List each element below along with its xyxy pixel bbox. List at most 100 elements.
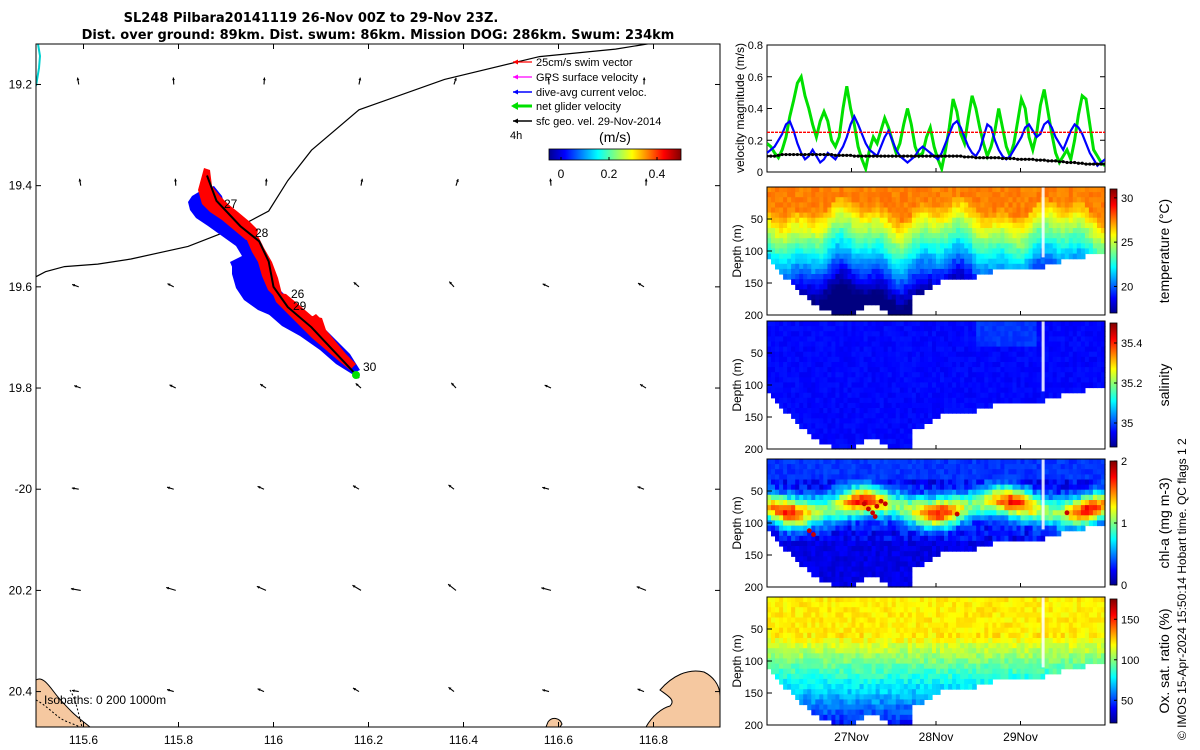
section-cell: [811, 387, 816, 394]
velocity-geo-point: [852, 154, 856, 158]
section-cell: [940, 222, 945, 229]
section-cell: [964, 321, 969, 327]
velocity-series-line: [767, 72, 1105, 172]
section-cell: [1072, 187, 1078, 193]
section-cell: [956, 248, 961, 255]
section-cell: [895, 413, 901, 419]
section-cell: [831, 581, 836, 588]
section-cell: [863, 192, 869, 198]
section-cell: [903, 331, 909, 337]
section-cell: [863, 289, 869, 296]
section-cell: [1097, 341, 1102, 348]
section-cell: [948, 510, 953, 516]
section-cell: [968, 489, 973, 496]
section-cell: [835, 500, 840, 506]
section-cell: [1060, 238, 1066, 244]
section-cell: [859, 279, 865, 285]
section-y-tick-label: 150: [745, 278, 763, 290]
section-cell: [911, 248, 917, 255]
section-cell: [948, 392, 953, 399]
section-cell: [779, 387, 784, 394]
section-cell: [867, 197, 873, 203]
section-cell: [883, 304, 889, 311]
section-cell: [843, 433, 849, 440]
section-cell: [1092, 217, 1098, 224]
velocity-geo-point: [784, 152, 788, 157]
section-cell: [775, 515, 780, 521]
section-cell: [1088, 351, 1094, 358]
section-cell: [839, 217, 844, 224]
section-cell: [839, 443, 844, 450]
section-cell: [915, 212, 921, 219]
geostrophic-vector-head: [71, 487, 75, 490]
section-cell: [1088, 192, 1094, 198]
section-cell: [875, 207, 881, 214]
section-cell: [1004, 382, 1009, 389]
section-cell: [819, 326, 824, 332]
section-cell: [1028, 515, 1034, 521]
section-cell: [891, 576, 897, 583]
section-cell: [1048, 382, 1054, 389]
section-cell: [968, 408, 973, 414]
section-cell: [1092, 233, 1098, 239]
section-cell: [863, 258, 869, 265]
section-cell: [823, 207, 828, 214]
section-cell: [835, 284, 840, 290]
section-cell: [932, 326, 937, 332]
section-cell: [968, 202, 973, 209]
section-cell: [911, 551, 917, 557]
section-cell: [799, 233, 804, 239]
section-cell: [964, 372, 969, 378]
section-cell: [895, 535, 901, 542]
section-cell: [932, 274, 937, 280]
isobaths-label: Isobaths: 0 200 1000m: [44, 693, 166, 707]
section-cell: [871, 408, 877, 414]
section-cell: [915, 197, 921, 203]
section-cell: [803, 515, 808, 521]
section-cell: [960, 258, 965, 265]
section-cell: [859, 299, 865, 306]
section-cell: [819, 217, 824, 224]
section-cell: [835, 268, 840, 275]
section-cell: [771, 469, 776, 475]
section-cell: [940, 464, 945, 470]
section-cell: [871, 474, 877, 481]
section-cell: [883, 469, 889, 475]
section-cell: [835, 377, 840, 383]
section-cell: [960, 530, 965, 537]
section-cell: [855, 294, 861, 301]
section-cell: [843, 489, 849, 496]
section-cell: [1052, 479, 1058, 486]
section-cell: [791, 248, 796, 255]
velocity-geo-point: [1023, 157, 1027, 161]
section-cell: [952, 243, 957, 249]
section-cell: [807, 530, 812, 537]
section-cell: [1048, 520, 1054, 527]
section-cell: [911, 520, 917, 527]
section-cell: [835, 540, 840, 547]
section-cell: [976, 336, 981, 343]
section-cell: [1084, 222, 1090, 229]
section-cell: [843, 326, 849, 332]
section-cell: [992, 326, 997, 332]
section-cell: [1016, 520, 1022, 527]
section-cell: [956, 489, 961, 496]
section-cell: [1000, 520, 1005, 527]
section-cell: [767, 525, 772, 532]
section-cell: [879, 438, 885, 445]
section-cell: [1088, 341, 1094, 348]
section-cell: [952, 464, 957, 470]
section-cell: [948, 530, 953, 537]
section-cell: [992, 321, 997, 327]
section-cell: [1052, 459, 1058, 465]
section-cell: [875, 510, 881, 516]
section-cell: [952, 474, 957, 481]
section-cell: [907, 581, 913, 588]
section-cell: [831, 248, 836, 255]
section-cell: [807, 387, 812, 394]
section-cell: [936, 367, 941, 373]
current-swath-blue-lobe: [232, 262, 282, 316]
section-cell: [839, 222, 844, 229]
section-cell: [891, 351, 897, 358]
section-cell: [807, 520, 812, 527]
